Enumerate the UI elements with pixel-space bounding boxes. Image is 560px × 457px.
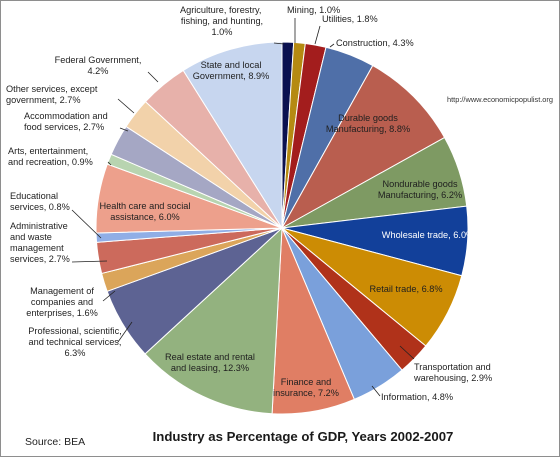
slice-label: Retail trade, 6.8% [369, 284, 442, 294]
slice-label: Accommodation and food services, 2.7% [24, 111, 108, 132]
leader-line [147, 71, 159, 83]
leader-line [314, 25, 321, 45]
slice-label: Mining, 1.0% [287, 5, 340, 15]
slice-label: Wholesale trade, 6.0% [382, 230, 474, 240]
slice-label: Transportation and warehousing, 2.9% [413, 362, 492, 383]
source-note: Source: BEA [25, 436, 85, 448]
slice-label: Real estate and rental and leasing, 12.3% [165, 352, 255, 373]
leader-line [329, 43, 335, 48]
slice-label: Information, 4.8% [381, 392, 453, 402]
slice-label: Durable goods Manufacturing, 8.8% [326, 113, 410, 134]
leader-line [371, 385, 381, 397]
leader-line [273, 42, 285, 45]
slice-label: Federal Government, 4.2% [55, 55, 142, 76]
slice-label: Utilities, 1.8% [322, 14, 378, 24]
slice-labels: Agriculture, forestry, fishing, and hunt… [6, 5, 492, 402]
leader-line [117, 321, 133, 343]
slice-label: Other services, except government, 2.7% [6, 84, 98, 105]
leader-line [71, 209, 102, 239]
chart-title: Industry as Percentage of GDP, Years 200… [153, 429, 454, 444]
leader-line [107, 161, 112, 166]
slice-label: Finance and insurance, 7.2% [273, 377, 339, 398]
pie-slice [144, 226, 283, 415]
pie-slices [95, 41, 469, 415]
slice-label: Agriculture, forestry, fishing, and hunt… [180, 5, 264, 37]
slice-label: Professional, scientific, and technical s… [28, 326, 121, 358]
leader-line [119, 127, 129, 132]
slice-label: Administrative and waste management service… [10, 221, 70, 264]
leader-line [102, 290, 116, 302]
source-url: http://www.economicpopulist.org [447, 95, 553, 104]
leader-lines [71, 18, 415, 397]
slice-label: Management of companies and enterprises, 1… [26, 286, 98, 318]
slice-label: Health care and social assistance, 6.0% [100, 201, 191, 222]
leader-line [117, 98, 135, 114]
slice-label: Nondurable goods Manufacturing, 6.2% [378, 179, 462, 200]
slice-label: Educational services, 0.8% [10, 191, 70, 212]
slice-label: Arts, entertainment, and recreation, 0.9% [8, 146, 93, 167]
pie-slice [280, 64, 446, 230]
slice-label: State and local Government, 8.9% [193, 60, 270, 81]
slice-label: Construction, 4.3% [336, 38, 414, 48]
leader-line [71, 260, 108, 263]
leader-line [399, 345, 415, 360]
pie-slice [182, 41, 283, 230]
